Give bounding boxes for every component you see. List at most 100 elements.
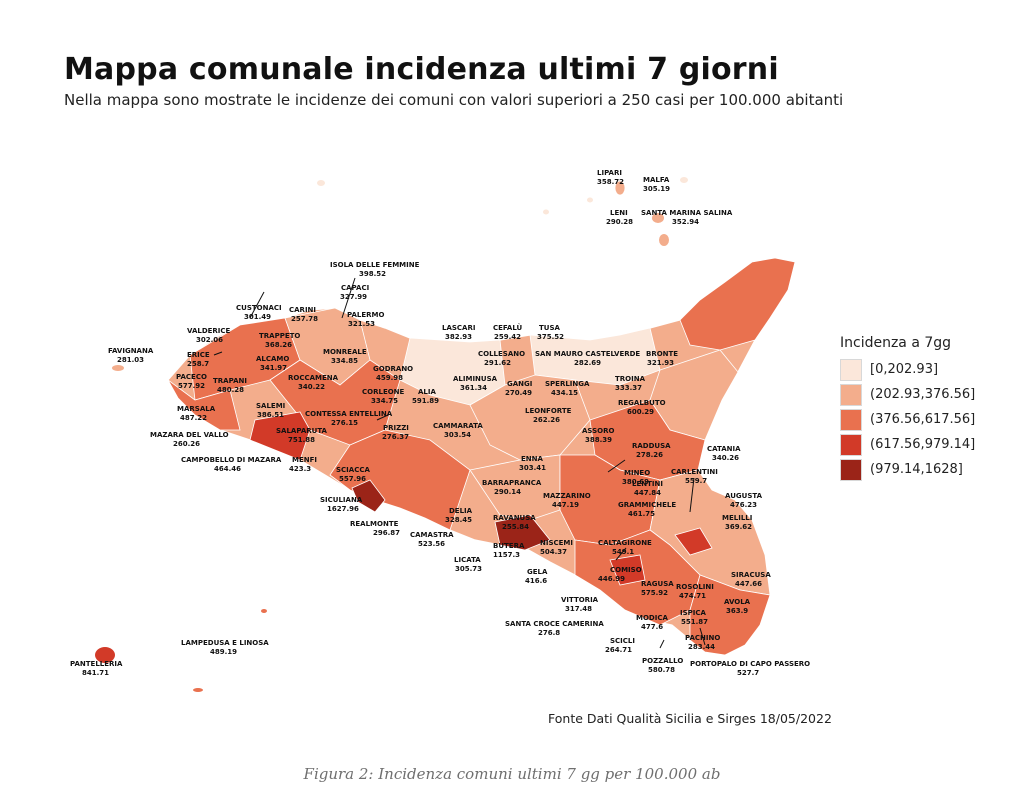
region-south-east-tip: [689, 574, 771, 656]
legend-label: (979.14,1628]: [870, 462, 963, 477]
svg-text:SCIACCA: SCIACCA: [336, 466, 370, 474]
svg-text:321.53: 321.53: [348, 320, 375, 328]
svg-text:LENTINI: LENTINI: [632, 480, 663, 488]
svg-text:SPERLINGA: SPERLINGA: [545, 380, 590, 388]
island-salina: [652, 213, 664, 223]
svg-text:SCICLI: SCICLI: [610, 637, 635, 645]
svg-text:262.26: 262.26: [533, 416, 560, 424]
svg-text:270.49: 270.49: [505, 389, 532, 397]
region-salaparuta: [249, 411, 311, 461]
svg-text:BRONTE: BRONTE: [646, 350, 678, 358]
svg-text:COMISO: COMISO: [610, 566, 642, 574]
svg-text:340.22: 340.22: [298, 383, 325, 391]
legend-swatch: [840, 358, 862, 381]
svg-text:LICATA: LICATA: [454, 556, 481, 564]
svg-text:276.8: 276.8: [538, 629, 560, 637]
svg-text:1157.3: 1157.3: [493, 551, 520, 559]
svg-text:258.7: 258.7: [187, 360, 209, 368]
svg-text:600.29: 600.29: [627, 408, 654, 416]
svg-text:559.7: 559.7: [685, 477, 707, 485]
svg-text:751.88: 751.88: [288, 436, 315, 444]
svg-text:CAMPOBELLO DI MAZARA: CAMPOBELLO DI MAZARA: [181, 456, 282, 464]
svg-text:PACHINO: PACHINO: [685, 634, 720, 642]
svg-text:327.99: 327.99: [340, 293, 367, 301]
region-trapani: [167, 379, 241, 431]
svg-text:TRAPPETO: TRAPPETO: [259, 332, 300, 340]
svg-text:580.78: 580.78: [648, 666, 675, 674]
svg-text:SAN MAURO CASTELVERDE: SAN MAURO CASTELVERDE: [535, 350, 640, 358]
svg-text:SALAPARUTA: SALAPARUTA: [276, 427, 328, 435]
svg-text:SANTA CROCE CAMERINA: SANTA CROCE CAMERINA: [505, 620, 604, 628]
svg-text:RAVANUSA: RAVANUSA: [493, 514, 536, 522]
region-vittoria: [609, 554, 646, 586]
svg-text:PORTOPALO DI CAPO PASSERO: PORTOPALO DI CAPO PASSERO: [690, 660, 810, 668]
svg-text:551.87: 551.87: [681, 618, 708, 626]
map-title: Mappa comunale incidenza ultimi 7 giorni: [64, 52, 779, 87]
svg-text:423.3: 423.3: [289, 465, 311, 473]
svg-text:LIPARI: LIPARI: [597, 169, 622, 177]
svg-text:305.19: 305.19: [643, 185, 670, 193]
svg-text:281.03: 281.03: [117, 356, 144, 364]
island-lampedusa: [193, 688, 203, 692]
svg-text:333.37: 333.37: [615, 384, 642, 392]
svg-text:PACECO: PACECO: [176, 373, 207, 381]
region-butera: [494, 514, 551, 551]
svg-text:RADDUSA: RADDUSA: [632, 442, 671, 450]
legend-label: (376.56,617.56]: [870, 412, 976, 427]
svg-text:ISPICA: ISPICA: [680, 609, 707, 617]
svg-text:MENFI: MENFI: [292, 456, 317, 464]
legend-item: (376.56,617.56]: [840, 407, 975, 432]
svg-text:MALFA: MALFA: [643, 176, 670, 184]
svg-text:GELA: GELA: [527, 568, 548, 576]
svg-text:382.93: 382.93: [445, 333, 472, 341]
svg-text:504.37: 504.37: [540, 548, 567, 556]
svg-text:MAZZARINO: MAZZARINO: [543, 492, 591, 500]
svg-text:328.45: 328.45: [445, 516, 472, 524]
island-vulcano: [659, 234, 669, 246]
island-favignana: [112, 365, 124, 371]
svg-text:ASSORO: ASSORO: [582, 427, 615, 435]
legend-title: Incidenza a 7gg: [840, 335, 952, 351]
svg-text:BARRAPRANCA: BARRAPRANCA: [482, 479, 542, 487]
svg-text:FAVIGNANA: FAVIGNANA: [108, 347, 154, 355]
svg-text:PRIZZI: PRIZZI: [383, 424, 409, 432]
svg-text:447.19: 447.19: [552, 501, 579, 509]
svg-text:305.73: 305.73: [455, 565, 482, 573]
svg-text:487.22: 487.22: [180, 414, 207, 422]
svg-text:CAMASTRA: CAMASTRA: [410, 531, 454, 539]
svg-text:CUSTONACI: CUSTONACI: [236, 304, 282, 312]
svg-text:POZZALLO: POZZALLO: [642, 657, 683, 665]
svg-text:276.15: 276.15: [331, 419, 358, 427]
svg-text:291.62: 291.62: [484, 359, 511, 367]
svg-text:302.06: 302.06: [196, 336, 223, 344]
svg-text:ALIA: ALIA: [418, 388, 436, 396]
svg-text:BUTERA: BUTERA: [493, 542, 525, 550]
